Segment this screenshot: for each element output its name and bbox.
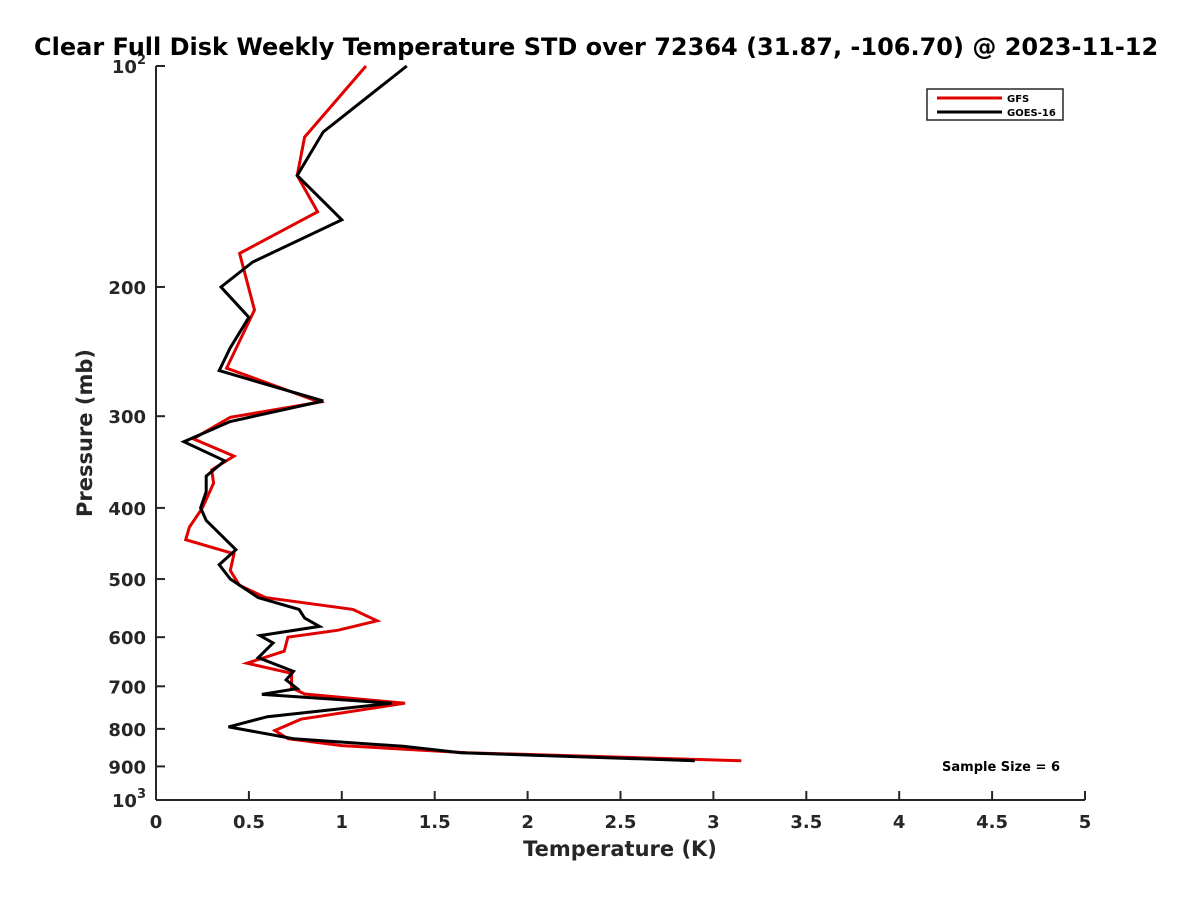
- x-tick-label: 4.5: [976, 812, 1008, 833]
- y-tick-label: 600: [108, 628, 146, 649]
- legend-label: GOES-16: [1007, 108, 1056, 119]
- x-tick-label: 4: [893, 812, 906, 833]
- x-axis-label: Temperature (K): [523, 837, 717, 861]
- x-tick-label: 1: [336, 812, 349, 833]
- x-tick-label: 0.5: [233, 812, 265, 833]
- axes: 0 0.5 1 1.5 2 2.5 3 3.5 4 4.5 51022003004005006007…: [108, 53, 1091, 833]
- sample-size-annotation: Sample Size = 6: [942, 760, 1060, 775]
- y-axis-label: Pressure (mb): [73, 349, 97, 517]
- y-tick-label: 400: [108, 499, 146, 520]
- legend-label: GFS: [1007, 94, 1029, 105]
- x-tick-label: 3: [707, 812, 720, 833]
- x-tick-label: 0: [150, 812, 163, 833]
- series-line-gfs: [183, 65, 742, 763]
- y-tick-exponent: 2: [137, 53, 146, 68]
- series-line-goes-16: [180, 64, 695, 763]
- y-tick-label: 300: [108, 407, 146, 428]
- x-tick-label: 2: [521, 812, 534, 833]
- y-tick-label: 900: [108, 757, 146, 778]
- x-tick-label: 5: [1079, 812, 1092, 833]
- y-tick-exponent: 3: [137, 787, 146, 802]
- y-tick-label: 500: [108, 570, 146, 591]
- series-lines: [180, 64, 742, 763]
- y-tick-label: 700: [108, 677, 146, 698]
- x-tick-label: 2.5: [605, 812, 637, 833]
- x-tick-label: 3.5: [790, 812, 822, 833]
- x-tick-label: 1.5: [419, 812, 451, 833]
- y-tick-label: 800: [108, 720, 146, 741]
- chart-title: Clear Full Disk Weekly Temperature STD o…: [34, 33, 1158, 61]
- legend-box: [926, 88, 1064, 121]
- legend: GFS GOES-16: [926, 88, 1064, 121]
- y-tick-label: 200: [108, 278, 146, 299]
